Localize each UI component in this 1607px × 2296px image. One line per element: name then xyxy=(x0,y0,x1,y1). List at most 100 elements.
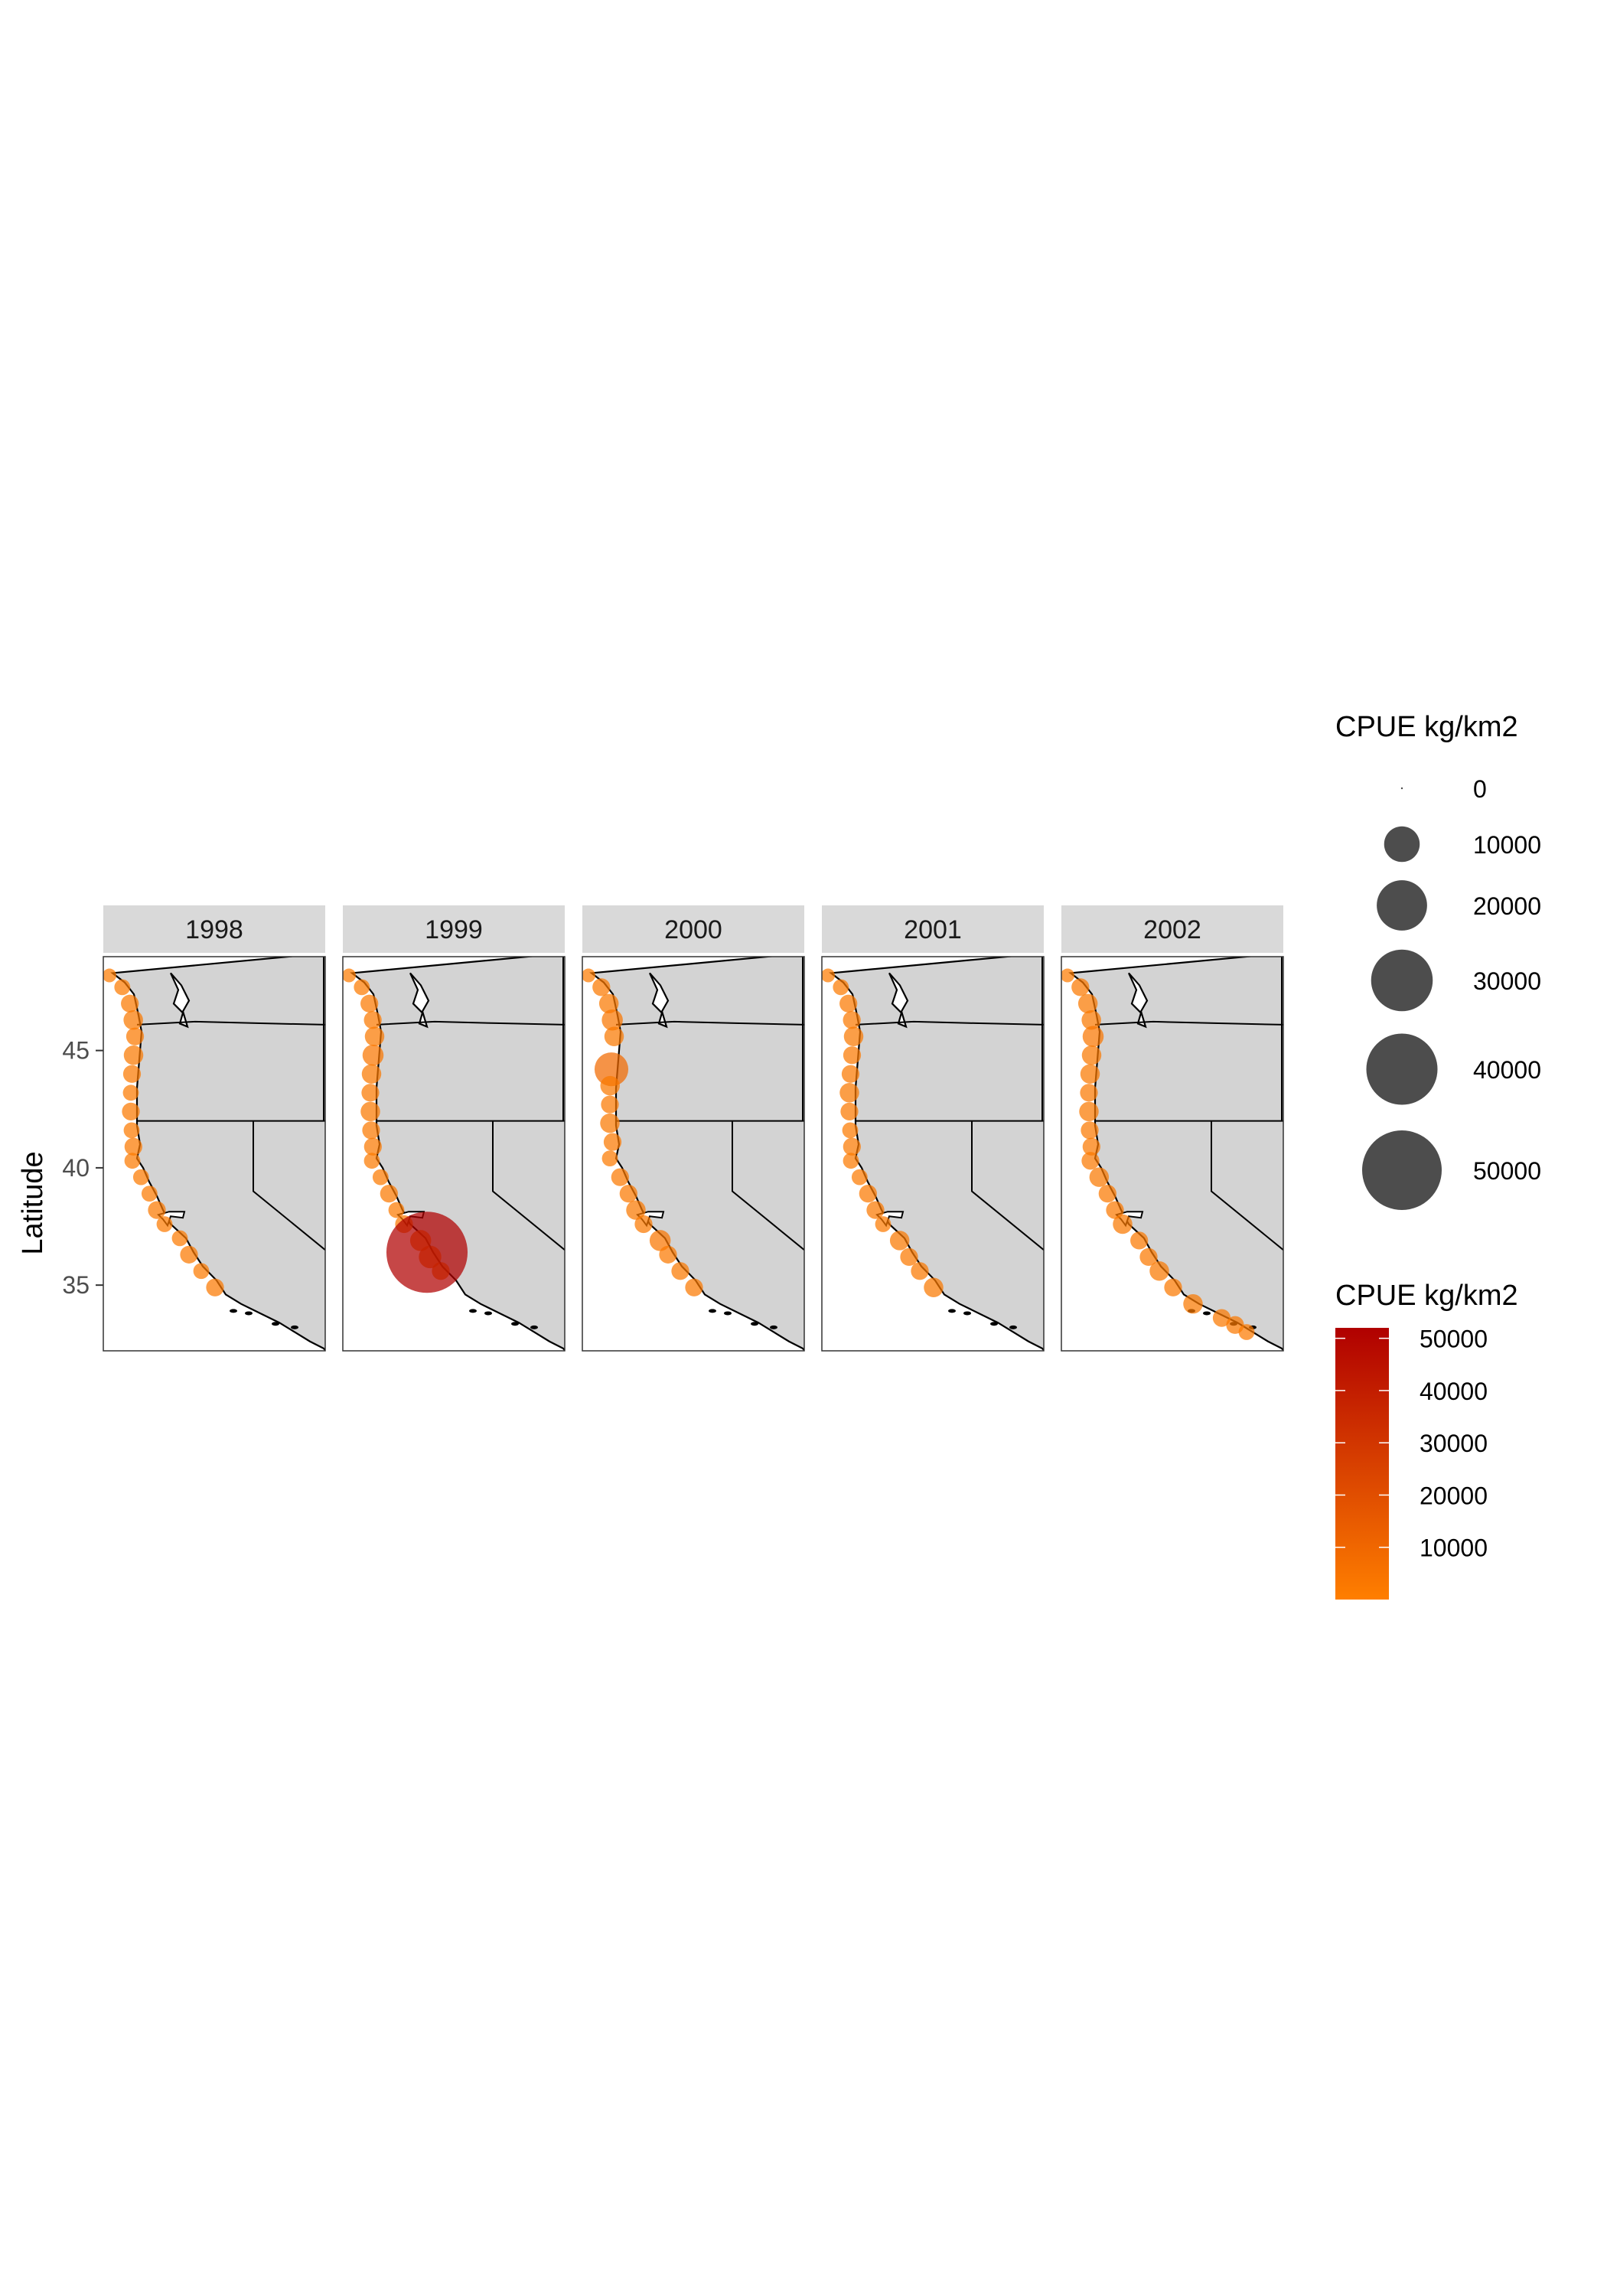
data-point xyxy=(372,1169,389,1186)
data-point xyxy=(842,1122,859,1139)
island xyxy=(948,1309,956,1313)
island xyxy=(1009,1325,1017,1329)
series-points xyxy=(103,968,224,1296)
data-point xyxy=(343,968,357,983)
series-points xyxy=(582,968,703,1296)
color-legend-title: CPUE kg/km2 xyxy=(1335,1280,1518,1312)
y-tick-label: 45 xyxy=(62,1037,90,1065)
facet-panel-2001: 2001 xyxy=(821,905,1045,1352)
facet-strip xyxy=(582,905,804,953)
puget-sound xyxy=(409,972,430,1029)
data-point xyxy=(843,1137,861,1156)
map-area xyxy=(343,957,565,1351)
data-point xyxy=(875,1216,892,1232)
facet-strip xyxy=(822,905,1044,953)
island xyxy=(530,1325,538,1329)
facet-strip xyxy=(103,905,325,953)
data-point xyxy=(626,1200,646,1220)
data-point xyxy=(601,1095,619,1114)
data-point xyxy=(124,1153,141,1169)
puget-sound xyxy=(169,972,191,1029)
facet-strip xyxy=(1061,905,1283,953)
size-legend-key xyxy=(1371,949,1433,1012)
facet-panel-1999: 1999 xyxy=(342,905,566,1352)
border-ca-nv xyxy=(732,1120,804,1251)
data-point xyxy=(603,1133,622,1151)
data-point xyxy=(594,1052,629,1087)
series-points xyxy=(1061,968,1255,1340)
data-point xyxy=(123,1045,144,1065)
puget-sound xyxy=(648,972,670,1029)
data-point xyxy=(361,1064,382,1084)
facet-strip-label: 1998 xyxy=(185,915,243,944)
island xyxy=(484,1311,492,1316)
size-legend-label: 10000 xyxy=(1473,831,1541,859)
data-point xyxy=(1081,1010,1101,1030)
data-point xyxy=(840,1102,859,1120)
data-point xyxy=(132,1169,149,1186)
panel-border xyxy=(582,956,805,1352)
color-legend-label: 40000 xyxy=(1420,1378,1488,1405)
facet-panels: 1998 1999 2000 2001 2002 xyxy=(103,905,1284,1352)
color-legend-label: 20000 xyxy=(1420,1482,1488,1509)
data-point xyxy=(600,1113,620,1133)
data-point xyxy=(685,1278,703,1296)
facet-strip-label: 2000 xyxy=(664,915,722,944)
size-legend-key xyxy=(1400,787,1403,790)
size-legend: CPUE kg/km2 0 10000 20000 30000 40000 50000 xyxy=(1335,711,1541,1210)
data-point xyxy=(125,1027,145,1045)
color-legend-colorbar xyxy=(1335,1328,1389,1600)
border-ca-nv xyxy=(253,1120,325,1251)
data-point xyxy=(1113,1214,1133,1234)
data-point xyxy=(171,1230,188,1247)
island xyxy=(291,1325,298,1329)
y-axis: Latitude 35 40 45 xyxy=(17,1037,103,1299)
data-point xyxy=(833,979,849,996)
border-wa-or xyxy=(855,1020,1044,1026)
size-legend-label: 50000 xyxy=(1473,1157,1541,1185)
island xyxy=(963,1311,971,1316)
data-point xyxy=(839,1083,859,1103)
data-point xyxy=(604,1026,624,1046)
size-legend-title: CPUE kg/km2 xyxy=(1335,711,1518,743)
border-wa-or xyxy=(1094,1020,1283,1026)
size-legend-key xyxy=(1362,1130,1442,1210)
data-point xyxy=(1139,1247,1158,1267)
data-point xyxy=(122,1084,139,1101)
data-point xyxy=(1081,1045,1102,1065)
series-points xyxy=(343,968,468,1293)
data-point xyxy=(1080,1084,1098,1102)
data-point xyxy=(386,1212,468,1293)
border-wa-or xyxy=(615,1020,804,1026)
data-point xyxy=(1077,993,1098,1014)
data-point xyxy=(360,994,379,1013)
data-point xyxy=(1079,1101,1099,1122)
data-point xyxy=(911,1262,929,1280)
data-point xyxy=(361,1084,380,1102)
data-point xyxy=(1081,1121,1099,1140)
data-point xyxy=(1212,1309,1231,1327)
data-point xyxy=(1082,1137,1100,1156)
facet-panel-2000: 2000 xyxy=(582,905,805,1352)
data-point xyxy=(889,1231,910,1251)
data-point xyxy=(900,1247,918,1267)
island xyxy=(272,1322,279,1326)
island xyxy=(469,1309,477,1313)
panel-border xyxy=(1061,956,1284,1352)
data-point xyxy=(843,1026,864,1046)
size-legend-label: 40000 xyxy=(1473,1056,1541,1084)
data-point xyxy=(122,1102,140,1120)
data-point xyxy=(206,1278,224,1296)
map-area xyxy=(582,957,804,1351)
data-point xyxy=(354,979,370,996)
data-point xyxy=(843,1011,861,1029)
data-point xyxy=(924,1277,944,1297)
data-point xyxy=(866,1201,885,1219)
color-legend-label: 50000 xyxy=(1420,1326,1488,1353)
facet-panel-1998: 1998 xyxy=(103,905,326,1352)
size-legend-key xyxy=(1377,880,1427,931)
facet-strip xyxy=(343,905,565,953)
island xyxy=(1203,1311,1211,1316)
island xyxy=(245,1311,253,1316)
